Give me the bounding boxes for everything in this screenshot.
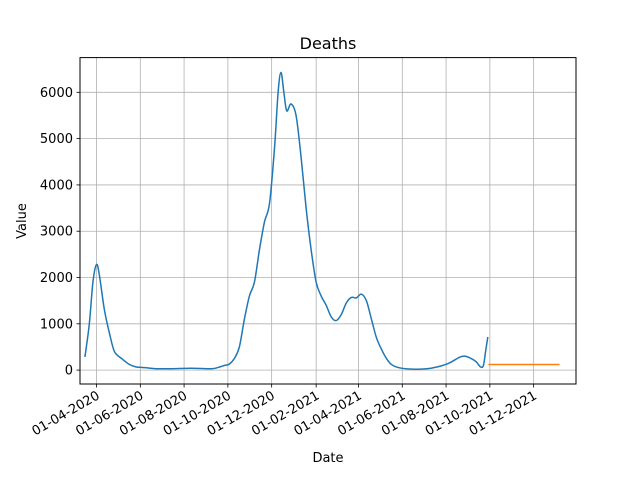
chart-title: Deaths: [300, 34, 357, 53]
plot-area: [80, 57, 576, 384]
plot-frame: [79, 57, 577, 385]
series-layer: [84, 71, 560, 370]
y-axis: 0 1000 2000 3000 4000 5000 6000: [40, 86, 80, 379]
y-tick-label: 4000: [40, 178, 73, 193]
y-tick-label: 0: [65, 364, 73, 379]
y-axis-label: Value: [15, 203, 30, 239]
y-tick-label: 5000: [40, 132, 73, 147]
y-tick-label: 2000: [40, 271, 73, 286]
x-axis-label: Date: [312, 451, 343, 466]
y-tick-label: 1000: [40, 317, 73, 332]
series-line-1: [84, 71, 489, 370]
y-tick-label: 6000: [40, 86, 73, 101]
y-tick-label: 3000: [40, 225, 73, 240]
grid: [80, 57, 576, 384]
